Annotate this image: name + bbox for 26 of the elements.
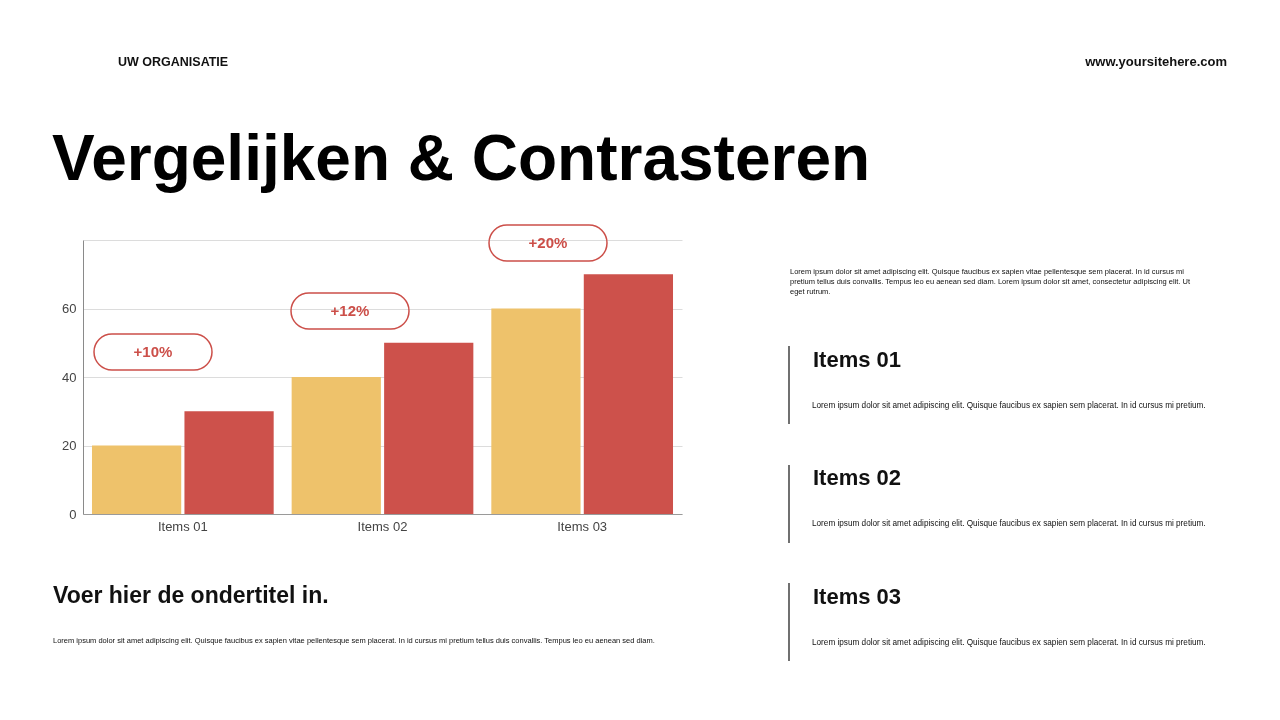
bar <box>291 377 381 514</box>
text: UW ORGANISATIE <box>118 55 229 69</box>
bar <box>583 274 674 514</box>
annotation: +12% <box>330 302 370 319</box>
text: Voer hier de ondertitel in. <box>53 582 329 608</box>
text: www.yoursitehere.com <box>1084 54 1227 69</box>
text: Items 02 <box>813 465 902 490</box>
x-tick-label: Items 01 <box>157 518 208 534</box>
y-tick-label: 0 <box>69 506 77 522</box>
text: Items 01 <box>813 347 902 372</box>
text: Lorem ipsum dolor sit amet adipiscing elit. Quisque faucibus ex sapien sem placerat. In id cursus mi pretium. <box>812 519 1206 528</box>
annotation: +20% <box>528 234 568 251</box>
x-tick-label: Items 02 <box>357 518 408 534</box>
bar <box>491 308 581 514</box>
text: Lorem ipsum dolor sit amet adipiscing elit. Quisque faucibus ex sapien sem placerat. In id cursus mi pretium. <box>812 401 1206 410</box>
y-tick-label: 60 <box>62 301 77 316</box>
y-tick-label: 20 <box>62 438 77 453</box>
x-tick-label: Items 03 <box>557 518 608 534</box>
chart-title: Vergelijken & Contrasteren <box>52 122 871 194</box>
y-tick-label: 40 <box>62 369 77 385</box>
text: Items 03 <box>813 584 902 609</box>
annotation: +10% <box>133 343 173 360</box>
bar <box>184 411 274 514</box>
text: Lorem ipsum dolor sit amet adipiscing elit. Quisque faucibus ex sapien sem placerat. In id cursus mi pretium. <box>812 638 1206 647</box>
bar <box>384 342 474 514</box>
bar <box>91 445 182 514</box>
